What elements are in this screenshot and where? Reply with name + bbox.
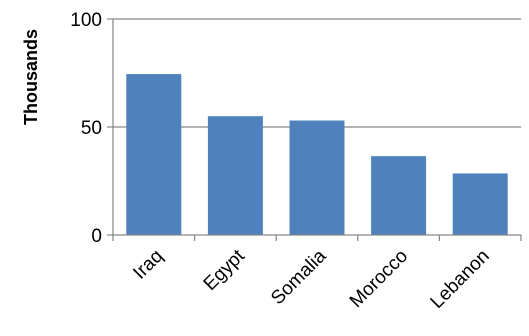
x-tick-label: Lebanon (427, 246, 494, 313)
y-tick-labels: 0 50 100 (70, 10, 102, 247)
axes (107, 18, 522, 241)
y-tick-label: 0 (91, 226, 102, 247)
bar-iraq (126, 74, 182, 235)
x-tick-label: Iraq (129, 246, 167, 284)
bar-morocco (371, 156, 427, 235)
bars (126, 74, 508, 235)
y-tick-label: 50 (81, 118, 102, 139)
bar-lebanon (452, 173, 508, 235)
bar-somalia (289, 120, 345, 235)
y-tick-label: 100 (70, 10, 102, 31)
x-tick-label: Morocco (346, 246, 412, 312)
x-tick-label: Egypt (200, 245, 250, 295)
x-tick-labels: Iraq Egypt Somalia Morocco Lebanon (129, 245, 493, 313)
y-axis-label: Thousands (21, 29, 41, 125)
x-tick-label: Somalia (267, 245, 331, 309)
bar-egypt (207, 116, 263, 235)
